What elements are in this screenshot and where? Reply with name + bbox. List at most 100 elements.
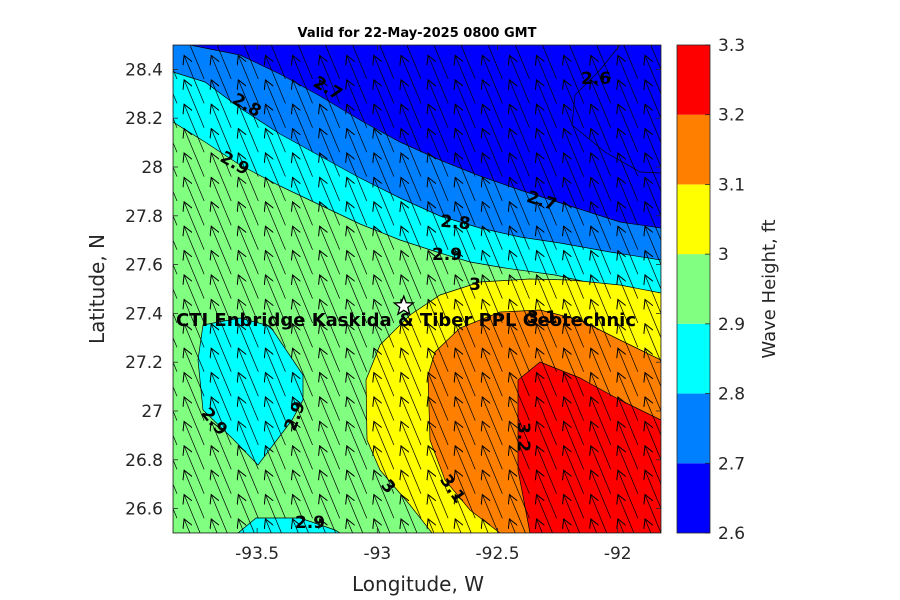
wave-direction-arrow xyxy=(293,446,313,494)
wave-direction-arrow xyxy=(591,324,612,372)
wave-direction-arrow xyxy=(374,495,391,533)
wave-direction-arrow xyxy=(618,129,639,177)
contour-label-3.2: 3.2 xyxy=(513,422,533,452)
wave-direction-arrow xyxy=(482,348,503,397)
wave-direction-arrow xyxy=(401,202,422,250)
wave-direction-arrow xyxy=(347,153,368,202)
wave-direction-arrow xyxy=(537,446,557,494)
wave-direction-arrow xyxy=(238,55,259,104)
wave-direction-arrow xyxy=(433,45,449,80)
wave-direction-arrow xyxy=(184,373,205,421)
wave-direction-arrow xyxy=(184,421,205,470)
wave-direction-arrow xyxy=(591,519,611,533)
wave-direction-arrow xyxy=(401,153,422,202)
wave-direction-arrow xyxy=(537,55,557,104)
wave-direction-arrow xyxy=(374,177,395,226)
wave-direction-arrow xyxy=(320,275,340,324)
wave-direction-arrow xyxy=(618,153,639,202)
colorbar-tick-label: 2.8 xyxy=(718,385,745,405)
wave-direction-arrow xyxy=(537,177,557,226)
wave-direction-arrow xyxy=(293,519,313,533)
wave-direction-arrow xyxy=(211,80,232,128)
wave-direction-arrow xyxy=(591,202,612,250)
wave-direction-arrow xyxy=(509,226,530,275)
wave-direction-arrow xyxy=(596,45,612,80)
wave-direction-arrow xyxy=(537,226,557,275)
wave-direction-arrow xyxy=(320,373,340,421)
wave-direction-arrow xyxy=(173,458,178,470)
wave-direction-arrow xyxy=(347,226,368,275)
wave-direction-arrow xyxy=(537,251,557,299)
wave-direction-arrow xyxy=(374,373,395,421)
wave-direction-arrow xyxy=(487,45,503,80)
y-axis-label: Latitude, N xyxy=(85,234,109,344)
wave-direction-arrow xyxy=(618,348,639,397)
y-tick-label: 26.8 xyxy=(125,451,163,471)
wave-direction-arrow xyxy=(455,421,476,470)
wave-direction-arrow xyxy=(238,348,259,397)
wave-direction-arrow xyxy=(509,397,530,446)
wave-direction-arrow xyxy=(509,80,530,128)
wave-direction-arrow xyxy=(564,299,584,348)
wave-direction-arrow xyxy=(293,202,313,250)
wave-direction-arrow xyxy=(238,129,259,177)
wave-direction-arrow xyxy=(238,153,259,202)
wave-direction-arrow xyxy=(591,129,612,177)
wave-direction-arrow xyxy=(428,251,449,299)
wave-direction-arrow xyxy=(564,251,584,299)
wave-direction-arrow xyxy=(564,470,584,519)
wave-direction-arrow xyxy=(211,177,232,226)
wave-direction-arrow xyxy=(374,55,395,104)
wave-direction-arrow xyxy=(645,495,661,533)
wave-direction-arrow xyxy=(347,348,368,397)
wave-direction-arrow xyxy=(320,55,340,104)
wave-direction-arrow xyxy=(618,226,639,275)
wave-direction-arrow xyxy=(401,275,422,324)
wave-direction-arrow xyxy=(537,421,557,470)
wave-direction-arrow xyxy=(645,373,661,412)
wave-direction-arrow xyxy=(542,45,557,80)
wave-direction-arrow xyxy=(293,251,313,299)
wave-direction-arrow xyxy=(455,397,476,446)
wave-direction-arrow xyxy=(265,275,286,324)
wave-direction-arrow xyxy=(265,55,286,104)
wave-direction-arrow xyxy=(184,470,205,519)
wave-direction-arrow xyxy=(173,141,178,153)
wave-direction-arrow xyxy=(618,446,639,494)
wave-direction-arrow xyxy=(482,324,503,372)
wave-direction-arrow xyxy=(455,104,476,153)
wave-direction-arrow xyxy=(623,45,639,80)
wave-direction-arrow xyxy=(428,202,449,250)
wave-direction-arrow xyxy=(645,519,665,533)
wave-direction-arrow xyxy=(564,348,584,397)
wave-direction-arrow xyxy=(270,45,286,80)
wave-direction-arrow xyxy=(428,153,449,202)
wave-direction-arrow xyxy=(184,129,205,177)
wave-direction-arrow xyxy=(320,324,340,372)
wave-direction-arrow xyxy=(591,373,612,421)
wave-direction-arrow xyxy=(401,470,422,519)
wave-direction-arrow xyxy=(428,495,445,533)
wave-direction-arrow xyxy=(184,446,205,494)
colorbar-tick-label: 3.3 xyxy=(718,36,745,56)
wave-direction-arrow xyxy=(482,299,503,348)
wave-direction-arrow xyxy=(374,470,395,519)
wave-direction-arrow xyxy=(347,446,368,494)
y-axis-ticks: 26.6 26.8 27 27.2 27.4 27.6 27.8 28 28.2 28.4 xyxy=(125,60,661,520)
wave-direction-arrow xyxy=(509,348,530,397)
wave-direction-arrow xyxy=(173,117,178,128)
wave-direction-arrow xyxy=(509,373,530,421)
wave-direction-arrow xyxy=(211,348,232,397)
y-tick-label: 28.2 xyxy=(125,109,163,129)
wave-direction-arrow xyxy=(184,397,205,446)
wave-direction-arrow xyxy=(482,373,503,421)
wave-direction-arrow xyxy=(455,251,476,299)
wave-direction-arrow xyxy=(293,373,313,421)
wave-direction-arrow xyxy=(211,55,232,104)
wave-direction-arrow xyxy=(428,299,449,348)
wave-direction-arrow xyxy=(564,324,584,372)
wave-direction-arrow xyxy=(509,519,529,533)
wave-direction-arrow xyxy=(320,446,340,494)
y-tick-label: 27.6 xyxy=(125,256,163,276)
contour-label-2.6: 2.6 xyxy=(581,69,611,89)
